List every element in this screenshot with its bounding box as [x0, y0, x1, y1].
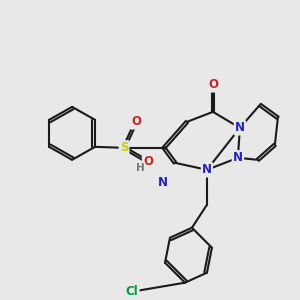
Text: Cl: Cl — [126, 285, 138, 298]
Text: O: O — [131, 116, 141, 128]
Text: N: N — [158, 176, 168, 189]
Text: N: N — [233, 151, 243, 164]
Text: N: N — [235, 122, 245, 134]
Text: S: S — [120, 141, 128, 154]
Text: H: H — [136, 163, 144, 173]
Text: O: O — [143, 155, 153, 168]
Text: O: O — [208, 78, 218, 92]
Text: N: N — [202, 163, 212, 176]
